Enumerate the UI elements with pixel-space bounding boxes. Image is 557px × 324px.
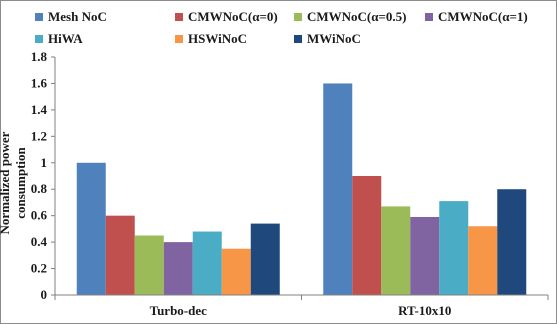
legend-swatch [294, 35, 302, 43]
legend: Mesh NoC CMWNoC(α=0) CMWNoC(α=0.5) CMWNo… [35, 8, 550, 52]
x-category-label: RT-10x10 [398, 303, 451, 318]
legend-swatch [294, 13, 302, 21]
y-tick-label: 0.4 [31, 234, 48, 249]
bar [439, 201, 469, 295]
legend-label: CMWNoC(α=0.5) [307, 9, 407, 24]
y-tick-label: 1.4 [31, 102, 48, 117]
legend-item-cmwnoc-a05: CMWNoC(α=0.5) [294, 8, 407, 26]
y-tick-label: 0 [41, 287, 48, 302]
bar [134, 235, 164, 295]
bar [468, 226, 498, 295]
legend-item-hswinoc: HSWiNoC [175, 30, 247, 48]
y-tick-label: 0.6 [31, 208, 48, 223]
x-category-label: Turbo-dec [150, 303, 208, 318]
bar [410, 216, 440, 295]
bar [250, 223, 280, 295]
y-tick-label: 1.6 [31, 75, 48, 90]
bar [192, 231, 222, 295]
legend-swatch [35, 13, 43, 21]
legend-swatch [175, 13, 183, 21]
bar [163, 242, 193, 295]
bar [323, 83, 353, 295]
legend-item-cmwnoc-a0: CMWNoC(α=0) [175, 8, 278, 26]
legend-item-cmwnoc-a1: CMWNoC(α=1) [425, 8, 528, 26]
bar [76, 162, 106, 295]
bar [381, 206, 411, 295]
legend-swatch [35, 35, 43, 43]
bar [105, 215, 135, 295]
legend-label: HiWA [48, 31, 83, 46]
y-tick-label: 1.8 [31, 49, 48, 64]
y-tick-label: 1.2 [31, 128, 47, 143]
legend-label: Mesh NoC [48, 9, 107, 24]
legend-item-mesh-noc: Mesh NoC [35, 8, 107, 26]
legend-swatch [175, 35, 183, 43]
legend-label: CMWNoC(α=0) [188, 9, 278, 24]
bar [352, 176, 382, 295]
legend-label: HSWiNoC [188, 31, 247, 46]
legend-swatch [425, 13, 433, 21]
y-tick-label: 1 [41, 155, 48, 170]
legend-item-hiwa: HiWA [35, 30, 83, 48]
bar [221, 248, 251, 295]
legend-label: CMWNoC(α=1) [438, 9, 528, 24]
y-tick-label: 0.8 [31, 181, 48, 196]
legend-item-mwinoc: MWiNoC [294, 30, 361, 48]
legend-label: MWiNoC [307, 31, 361, 46]
y-tick-label: 0.2 [31, 261, 47, 276]
bar [497, 189, 527, 295]
